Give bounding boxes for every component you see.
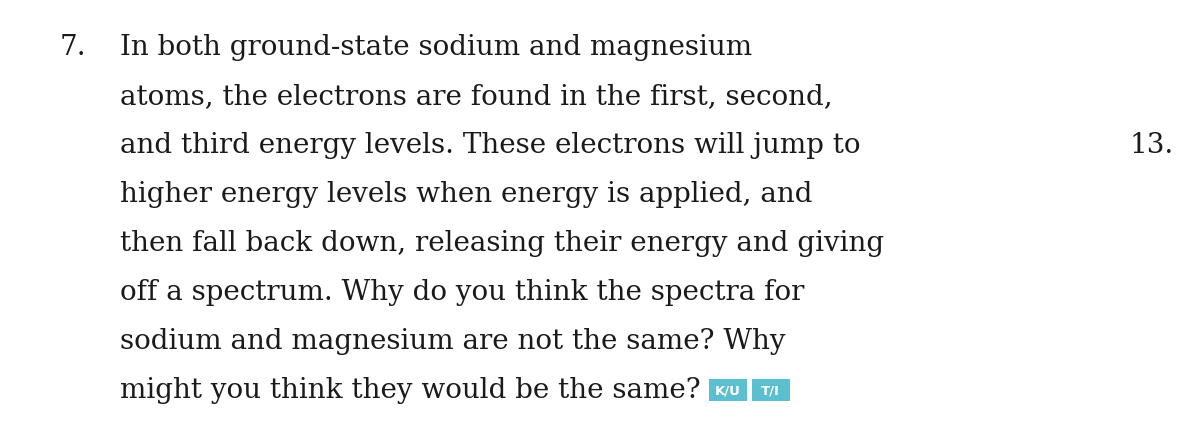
- Text: atoms, the electrons are found in the first, second,: atoms, the electrons are found in the fi…: [120, 83, 833, 110]
- Text: higher energy levels when energy is applied, and: higher energy levels when energy is appl…: [120, 181, 812, 208]
- Text: then fall back down, releasing their energy and giving: then fall back down, releasing their ene…: [120, 230, 884, 256]
- FancyBboxPatch shape: [709, 379, 746, 401]
- Text: off a spectrum. Why do you think the spectra for: off a spectrum. Why do you think the spe…: [120, 278, 804, 305]
- Text: sodium and magnesium are not the same? Why: sodium and magnesium are not the same? W…: [120, 327, 786, 354]
- Text: In both ground-state sodium and magnesium: In both ground-state sodium and magnesiu…: [120, 34, 752, 61]
- Text: 13.: 13.: [1130, 132, 1175, 159]
- Text: 7.: 7.: [60, 34, 86, 61]
- FancyBboxPatch shape: [751, 379, 790, 401]
- Text: might you think they would be the same?: might you think they would be the same?: [120, 376, 701, 403]
- Text: T/I: T/I: [761, 383, 780, 396]
- Text: and third energy levels. These electrons will jump to: and third energy levels. These electrons…: [120, 132, 860, 159]
- Text: K/U: K/U: [715, 383, 740, 396]
